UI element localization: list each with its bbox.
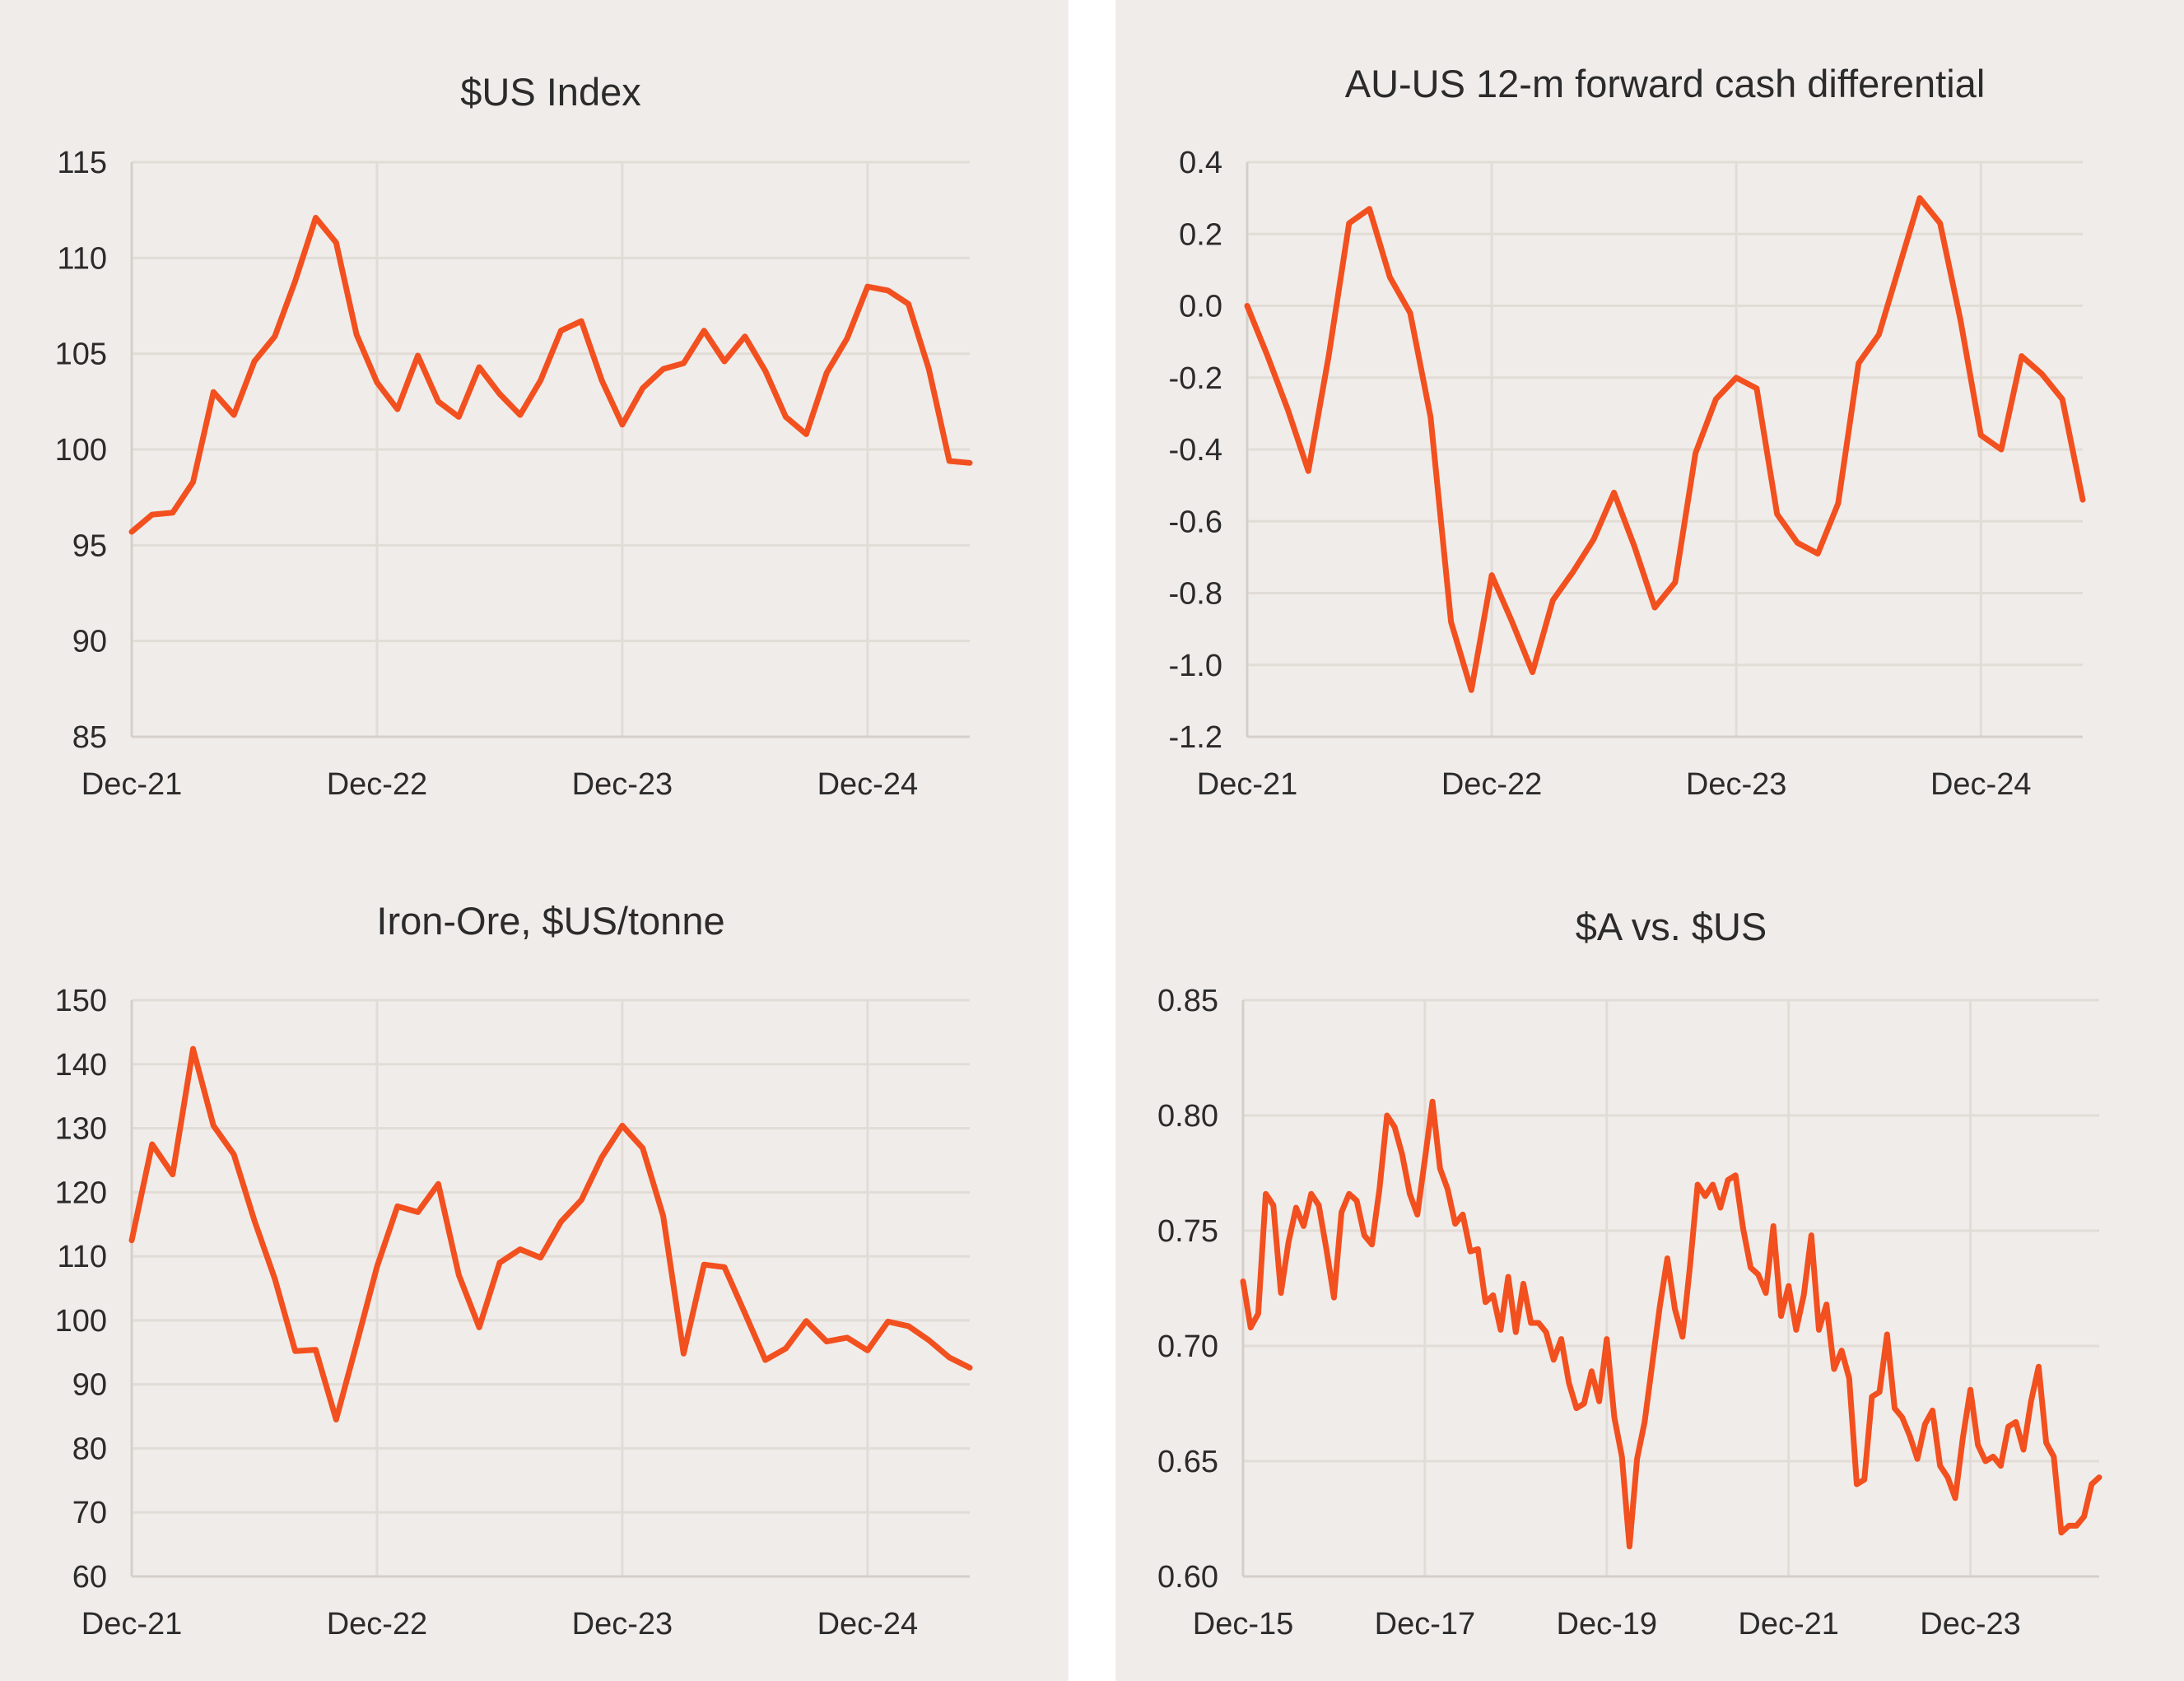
us-index-y-tick-label: 110 xyxy=(57,241,107,276)
aud-usd-series-line xyxy=(1240,1098,2103,1550)
us-index-y-tick-label: 105 xyxy=(55,338,107,372)
aud-usd-y-tick-label: 0.80 xyxy=(1157,1099,1218,1134)
iron-ore-x-tick-label: Dec-23 xyxy=(572,1607,673,1641)
us-index-title: $US Index xyxy=(460,70,640,114)
us-index-y-tick-label: 85 xyxy=(72,720,107,755)
fwd-diff-y-tick-label: -1.2 xyxy=(1169,720,1222,755)
fwd-diff-x-tick-label: Dec-21 xyxy=(1197,767,1298,802)
iron-ore-y-tick-label: 70 xyxy=(72,1496,107,1530)
iron-ore-x-tick-label: Dec-21 xyxy=(81,1607,183,1641)
aud-usd-x-tick-label: Dec-23 xyxy=(1920,1607,2021,1641)
fwd-diff-x-tick-label: Dec-22 xyxy=(1441,767,1543,802)
aud-usd-y-tick-label: 0.85 xyxy=(1157,984,1218,1018)
fwd-diff-y-tick-label: -0.2 xyxy=(1169,361,1222,396)
us-index-y-tick-label: 95 xyxy=(72,529,107,563)
iron-ore-x-tick-label: Dec-24 xyxy=(817,1607,919,1641)
fwd-diff-y-tick-label: -0.4 xyxy=(1169,433,1222,468)
fwd-diff-x-tick-label: Dec-23 xyxy=(1686,767,1787,802)
iron-ore-y-tick-label: 110 xyxy=(57,1240,107,1274)
iron-ore-y-tick-label: 140 xyxy=(55,1048,107,1083)
left-panel xyxy=(0,0,1069,1681)
aud-usd-y-tick-label: 0.65 xyxy=(1157,1445,1218,1479)
iron-ore-y-tick-label: 60 xyxy=(72,1560,107,1595)
iron-ore-y-tick-label: 120 xyxy=(55,1176,107,1210)
fwd-diff-title: AU-US 12-m forward cash differential xyxy=(1345,62,1986,105)
aud-usd-y-tick-label: 0.60 xyxy=(1157,1560,1218,1595)
iron-ore-series-line xyxy=(128,1045,973,1423)
us-index-x-tick-label: Dec-24 xyxy=(817,767,919,802)
aud-usd-y-tick-label: 0.70 xyxy=(1157,1329,1218,1364)
us-index-x-tick-label: Dec-21 xyxy=(81,767,183,802)
aud-usd-x-tick-label: Dec-19 xyxy=(1557,1607,1658,1641)
iron-ore-y-tick-label: 130 xyxy=(55,1112,107,1147)
aud-usd-x-tick-label: Dec-17 xyxy=(1375,1607,1476,1641)
fwd-diff-y-tick-label: 0.2 xyxy=(1179,217,1222,252)
us-index-y-tick-label: 90 xyxy=(72,625,107,659)
iron-ore-y-tick-label: 100 xyxy=(55,1304,107,1339)
fwd-diff-y-tick-label: 0.0 xyxy=(1179,290,1222,324)
us-index-y-tick-label: 100 xyxy=(55,433,107,468)
iron-ore-title: Iron-Ore, $US/tonne xyxy=(376,899,724,943)
aud-usd-y-tick-label: 0.75 xyxy=(1157,1214,1218,1249)
fwd-diff-series-line xyxy=(1244,195,2086,693)
fwd-diff-y-tick-label: -1.0 xyxy=(1169,649,1222,683)
iron-ore-x-tick-label: Dec-22 xyxy=(327,1607,428,1641)
fwd-diff-y-tick-label: 0.4 xyxy=(1179,146,1222,180)
us-index-x-tick-label: Dec-22 xyxy=(327,767,428,802)
aud-usd-x-tick-label: Dec-21 xyxy=(1738,1607,1839,1641)
fwd-diff-x-tick-label: Dec-24 xyxy=(1930,767,2032,802)
us-index-series-line xyxy=(128,215,973,535)
aud-usd-title: $A vs. $US xyxy=(1576,905,1767,948)
fwd-diff-y-tick-label: -0.8 xyxy=(1169,577,1222,612)
iron-ore-y-tick-label: 80 xyxy=(72,1432,107,1466)
fwd-diff-y-tick-label: -0.6 xyxy=(1169,505,1222,539)
iron-ore-y-tick-label: 90 xyxy=(72,1368,107,1403)
us-index-x-tick-label: Dec-23 xyxy=(572,767,673,802)
us-index-y-tick-label: 115 xyxy=(57,146,107,180)
iron-ore-y-tick-label: 150 xyxy=(55,984,107,1018)
aud-usd-x-tick-label: Dec-15 xyxy=(1193,1607,1294,1641)
